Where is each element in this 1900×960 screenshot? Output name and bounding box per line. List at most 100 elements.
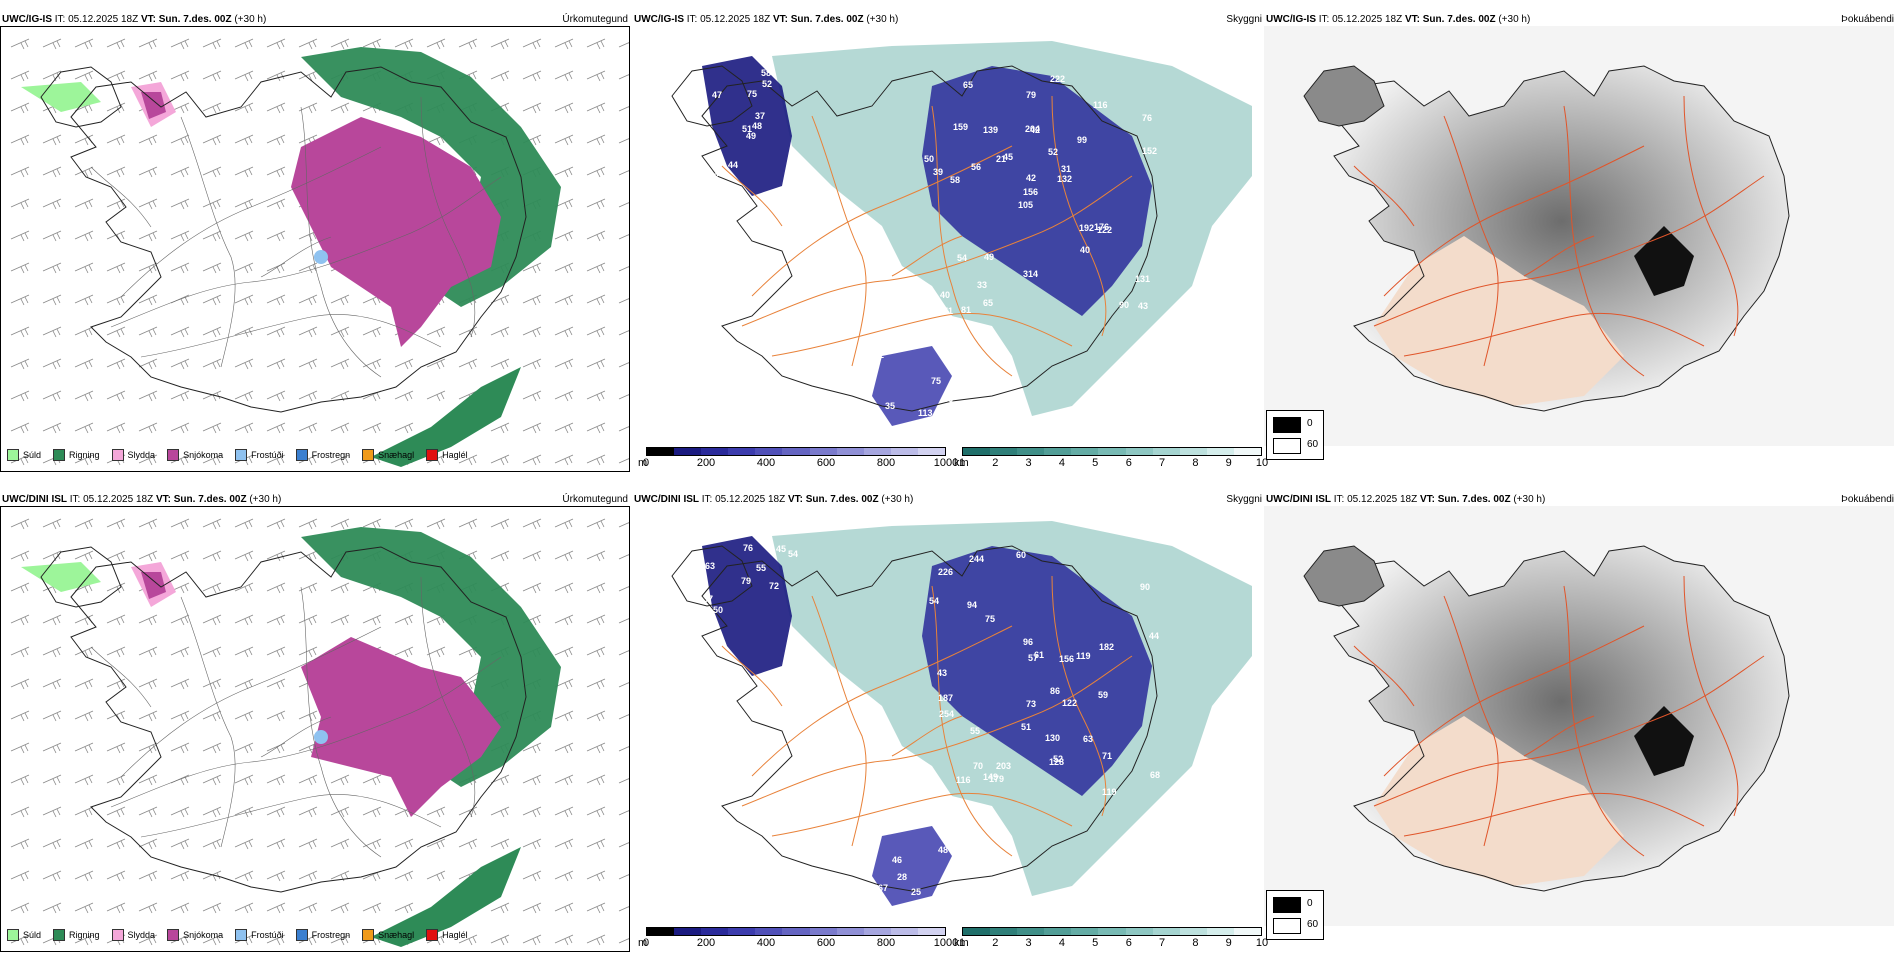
cloud-panel: UWC/DINI ISL IT: 05.12.2025 18Z VT: Sun.…	[632, 490, 1268, 960]
wind-barb	[10, 294, 30, 306]
precip-legend: Súld Rigning Slydda Snjókoma Frostúði Frostre…	[7, 449, 468, 461]
colorbar-unit: km	[954, 457, 969, 469]
model-name: UWC/IG-IS	[2, 14, 52, 25]
legend-label: Slydda	[127, 930, 156, 940]
wind-barb	[138, 614, 158, 626]
precip-snow-area	[301, 637, 501, 817]
colorbar-cell	[890, 928, 918, 935]
road-line	[741, 175, 1133, 327]
colorbar-tick: 6	[1125, 457, 1132, 469]
wind-barb	[586, 390, 606, 402]
wind-barb	[202, 934, 222, 946]
wind-barb	[362, 518, 382, 530]
wind-barb	[10, 838, 30, 850]
road-line	[771, 792, 1073, 837]
legend-item: Súld	[7, 449, 41, 461]
cloud-base-label: 116	[956, 775, 971, 785]
cloud-base-label: 254	[939, 709, 954, 719]
cloud-base-label: 61	[1034, 650, 1044, 660]
legend-label: Frostúði	[251, 930, 284, 940]
legend-label: Rigning	[69, 930, 100, 940]
road-line	[931, 585, 1013, 857]
wind-barb	[74, 262, 94, 274]
cloud-ceiling-west	[702, 536, 792, 676]
colorbar-cell	[963, 928, 991, 935]
colorbar-tick: 7	[1159, 457, 1166, 469]
wind-barb	[106, 582, 126, 594]
cloud-base-label: 176	[1094, 222, 1109, 232]
road-line	[931, 105, 1013, 377]
fog-map	[1264, 506, 1894, 926]
wind-barb	[266, 454, 286, 466]
coastline-westfjords	[40, 66, 122, 128]
wind-barb	[202, 134, 222, 146]
wind-barb	[10, 774, 30, 786]
wind-barb	[234, 230, 254, 242]
colorbar-tick: 8	[1192, 937, 1199, 949]
wind-barb	[74, 38, 94, 50]
wind-barb	[586, 934, 606, 946]
wind-barb	[234, 806, 254, 818]
cloud-base-label: 38	[949, 828, 959, 838]
wind-barb	[330, 614, 350, 626]
wind-barb	[138, 134, 158, 146]
cloud-base-label: 122	[1097, 225, 1112, 235]
wind-barb	[554, 422, 574, 434]
wind-barb	[10, 518, 30, 530]
cloud-base-label: 66	[943, 394, 953, 404]
wind-barb	[138, 390, 158, 402]
wind-barb	[170, 358, 190, 370]
fog-legend: 0 60	[1266, 410, 1324, 460]
wind-barb	[202, 678, 222, 690]
it-value: 05.12.2025 18Z	[715, 494, 786, 505]
wind-barb	[10, 390, 30, 402]
wind-barb	[266, 934, 286, 946]
vt-label: VT:	[772, 14, 788, 25]
road-line	[1353, 165, 1415, 227]
wind-barb	[618, 394, 629, 400]
wind-barb	[106, 742, 126, 754]
road-line	[180, 116, 236, 368]
wind-barb	[522, 390, 542, 402]
vt-value: Sun. 7.des. 00Z	[158, 14, 232, 25]
wind-barb	[106, 70, 126, 82]
wind-barb	[298, 70, 318, 82]
road-line	[891, 235, 963, 277]
colorbar-tick: 400	[756, 457, 776, 469]
wind-barb	[330, 294, 350, 306]
wind-barb	[234, 902, 254, 914]
wind-barb	[74, 166, 94, 178]
colorbar-tick: 5	[1092, 457, 1099, 469]
wind-barb	[458, 38, 478, 50]
cloud-base-label: 113	[918, 408, 933, 418]
it-label: IT:	[1333, 494, 1345, 505]
cloud-base-label: 52	[1053, 754, 1063, 764]
colorbar-unit: m	[638, 937, 648, 949]
cloud-base-label: 37	[703, 594, 713, 604]
colorbar: 1 2 3 4 5 6 7 8 9 10 km	[954, 927, 1268, 950]
wind-barb	[42, 166, 62, 178]
road-line	[420, 96, 476, 338]
cloud-base-label: 26	[962, 359, 972, 369]
wind-barb	[266, 166, 286, 178]
cloud-base-label: 131	[1135, 274, 1150, 284]
it-label: IT:	[1318, 14, 1330, 25]
wind-barb	[266, 102, 286, 114]
cloud-base-label: 159	[953, 122, 968, 132]
wind-barb	[10, 326, 30, 338]
wind-barb	[202, 102, 222, 114]
road-line	[1523, 235, 1595, 277]
legend-swatch	[53, 929, 66, 941]
colorbar-cell	[755, 928, 783, 935]
wind-barb	[10, 422, 30, 434]
wind-barb	[170, 262, 190, 274]
cloud-base-label: 54	[788, 549, 798, 559]
legend-item: Súld	[7, 929, 41, 941]
cloud-base-label: 58	[761, 68, 771, 78]
colorbar-cell	[990, 448, 1018, 455]
wind-barb	[234, 294, 254, 306]
legend-swatch	[426, 929, 439, 941]
wind-barb	[298, 390, 318, 402]
road-line	[1403, 312, 1705, 357]
wind-barb	[202, 518, 222, 530]
